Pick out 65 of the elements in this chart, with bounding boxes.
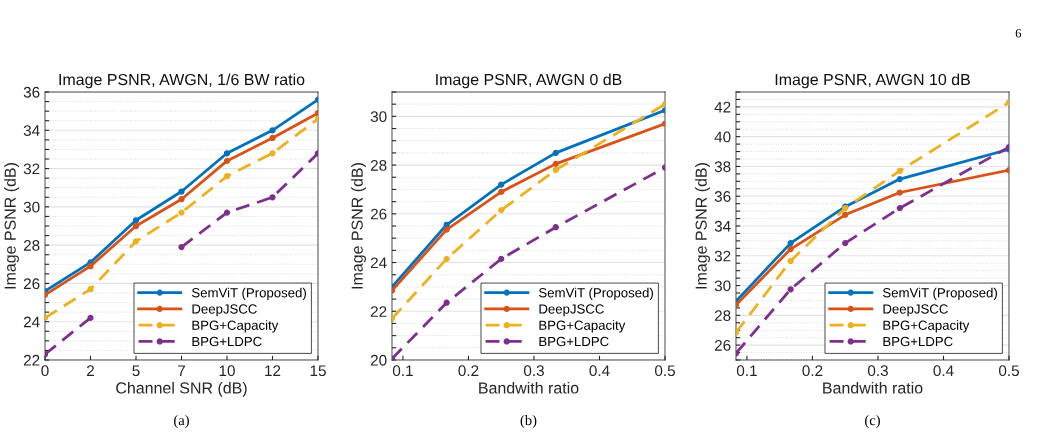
y-tick-label: 34	[23, 125, 40, 136]
x-tick-label: 7	[178, 365, 185, 376]
x-tick-label: 2	[87, 365, 94, 376]
x-tick-label: 0.2	[458, 365, 479, 377]
legend-label: BPG+Capacity	[539, 320, 626, 333]
x-tick-label: 0.2	[802, 365, 823, 377]
y-tick-label: 42	[714, 101, 731, 113]
legend-label: BPG+LDPC	[539, 336, 609, 347]
y-axis-title: Image PSNR (dB)	[351, 163, 366, 289]
y-tick-label: 36	[23, 86, 40, 98]
y-tick-label: 30	[714, 280, 731, 292]
x-axis-title: Bandwith ratio	[823, 381, 923, 394]
x-tick-label: 0.3	[523, 365, 544, 377]
legend-label: BPG+Capacity	[883, 320, 970, 333]
y-tick-label: 28	[370, 159, 387, 171]
y-axis-title: Image PSNR (dB)	[4, 163, 19, 289]
x-tick-label: 0.4	[933, 365, 954, 377]
legend-label: DeepJSCC	[883, 304, 948, 317]
chart-title: Image PSNR, AWGN, 1/6 BW ratio	[59, 73, 305, 89]
x-tick-label: 0.5	[998, 365, 1019, 377]
y-tick-label: 38	[714, 161, 731, 173]
y-tick-label: 40	[714, 131, 731, 143]
y-tick-label: 32	[714, 250, 731, 262]
chart-title: Image PSNR, AWGN 10 dB	[775, 73, 970, 89]
x-tick-label: 0.1	[736, 365, 757, 377]
y-tick-label: 26	[370, 208, 387, 220]
y-tick-label: 22	[23, 354, 40, 366]
chart-title: Image PSNR, AWGN 0 dB	[436, 73, 622, 89]
text: (a)	[174, 414, 189, 429]
legend-label: SemViT (Proposed)	[883, 287, 997, 301]
legend-label: BPG+LDPC	[192, 336, 262, 347]
y-axis-title: Image PSNR (dB)	[695, 163, 710, 289]
x-tick-label: 0	[41, 365, 49, 377]
legend-label: BPG+LDPC	[883, 336, 953, 347]
x-tick-label: 0.5	[654, 365, 675, 377]
x-tick-label: 0.3	[867, 365, 888, 377]
legend-label: DeepJSCC	[539, 304, 604, 317]
text: (b)	[520, 414, 537, 429]
y-tick-label: 30	[23, 201, 40, 213]
x-tick-label: 0.4	[589, 365, 610, 377]
legend-label: SemViT (Proposed)	[539, 287, 653, 301]
y-tick-label: 24	[23, 316, 40, 328]
legend-label: SemViT (Proposed)	[192, 287, 306, 301]
x-axis-title: Bandwith ratio	[479, 381, 579, 394]
x-tick-label: 5	[132, 365, 140, 377]
y-tick-label: 24	[370, 257, 387, 269]
x-axis-title: Channel SNR (dB)	[116, 381, 247, 397]
y-tick-label: 26	[23, 278, 40, 290]
y-tick-label: 36	[714, 191, 731, 202]
y-tick-label: 20	[370, 354, 387, 366]
x-tick-label: 15	[310, 365, 326, 377]
y-tick-label: 28	[714, 310, 731, 322]
text: 6	[1015, 29, 1022, 38]
y-tick-label: 34	[714, 220, 731, 232]
text: (c)	[865, 414, 880, 429]
y-tick-label: 28	[23, 240, 40, 251]
x-tick-label: 12	[265, 365, 281, 376]
y-tick-label: 32	[23, 163, 40, 175]
y-tick-label: 30	[370, 111, 387, 123]
x-tick-label: 10	[219, 365, 235, 377]
legend-label: DeepJSCC	[192, 304, 257, 317]
x-tick-label: 0.1	[392, 365, 413, 377]
y-tick-label: 22	[370, 306, 387, 317]
legend-label: BPG+Capacity	[192, 320, 279, 333]
y-tick-label: 26	[714, 339, 731, 351]
